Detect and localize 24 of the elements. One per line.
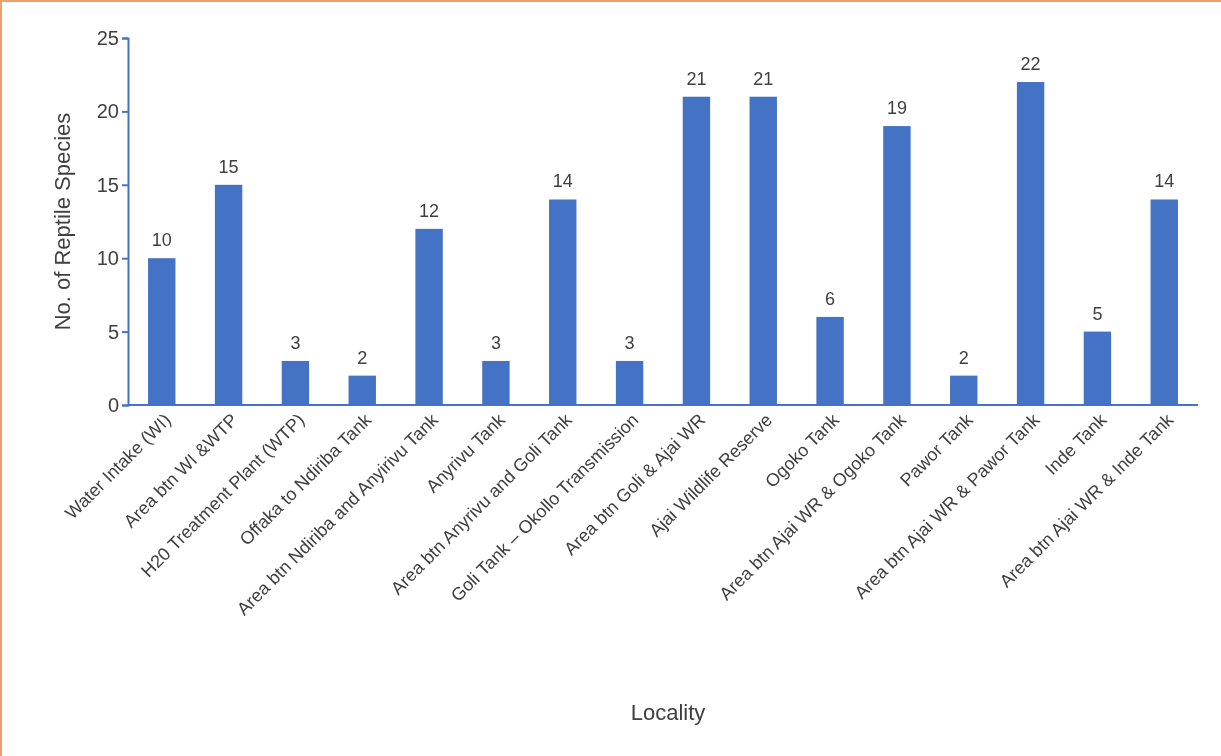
data-label: 10 [151, 230, 172, 251]
data-label: 2 [357, 347, 368, 368]
data-label: 12 [419, 200, 440, 221]
data-label: 22 [1020, 54, 1041, 75]
data-label: 21 [753, 68, 774, 89]
data-label: 14 [552, 171, 573, 192]
data-label: 2 [958, 347, 969, 368]
data-label: 14 [1154, 171, 1175, 192]
y-tick-label: 15 [96, 173, 119, 196]
y-tick-label: 25 [96, 26, 119, 49]
data-label: 6 [825, 288, 836, 309]
data-label: 15 [218, 156, 239, 177]
y-axis-title: No. of Reptile Species [50, 112, 75, 331]
x-axis-title: Locality [630, 700, 706, 725]
data-label: 21 [686, 68, 707, 89]
y-tick-label: 10 [96, 247, 119, 270]
y-tick-label: 5 [107, 320, 119, 343]
data-label: 3 [290, 332, 301, 353]
data-label: 5 [1092, 303, 1103, 324]
data-label: 19 [886, 98, 907, 119]
y-tick-label: 20 [96, 100, 119, 123]
data-label: 3 [490, 332, 501, 353]
y-tick-label: 0 [107, 393, 119, 416]
data-label: 3 [624, 332, 635, 353]
